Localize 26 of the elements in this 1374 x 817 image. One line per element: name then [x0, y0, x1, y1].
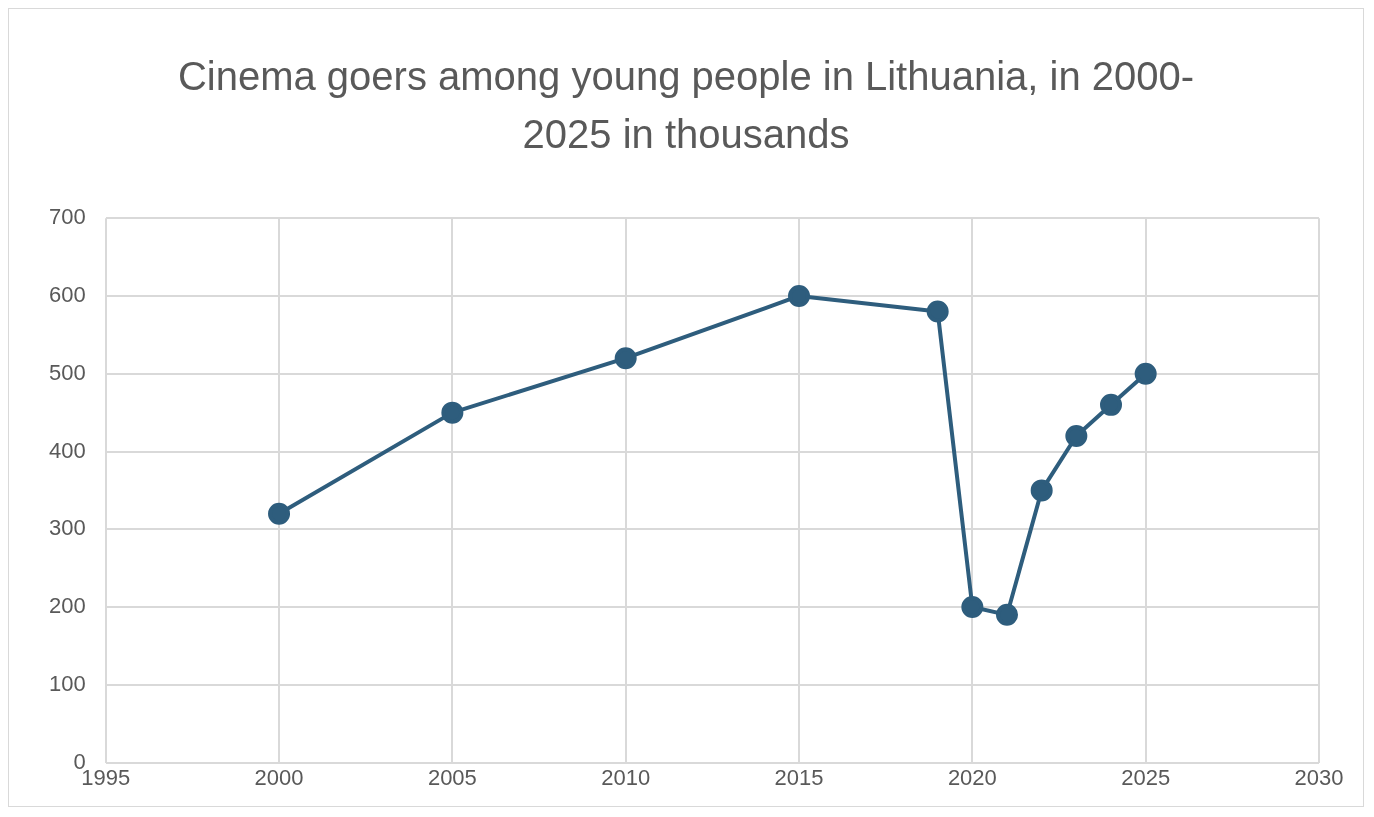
- x-tick-label: 2005: [427, 764, 477, 790]
- point: [788, 284, 811, 307]
- x-tick-label: 2025: [1121, 764, 1171, 790]
- y-tick-label: 300: [48, 515, 86, 541]
- point: [1030, 479, 1053, 502]
- y-tick-label: 200: [48, 593, 86, 619]
- y-tick-label: 600: [48, 282, 86, 308]
- x-tick-label: 2030: [1294, 764, 1344, 790]
- y-tick-label: 400: [48, 437, 86, 463]
- point: [996, 603, 1019, 626]
- point: [1134, 362, 1157, 385]
- y-tick-label: 100: [48, 670, 86, 696]
- point: [961, 596, 984, 619]
- chart-title: Cinema goers among young people in Lithuania, in 2000-2025 in thousands: [176, 53, 1196, 158]
- point: [268, 502, 291, 525]
- point: [1065, 424, 1088, 447]
- x-tick-label: 2020: [947, 764, 997, 790]
- point: [614, 347, 637, 370]
- point: [1100, 393, 1123, 416]
- x-tick-label: 2010: [601, 764, 651, 790]
- y-tick-label: 700: [48, 204, 86, 230]
- x-tick-label: 2000: [254, 764, 304, 790]
- x-tick-label: 2015: [774, 764, 824, 790]
- y-tick-label: 500: [48, 359, 86, 385]
- point: [441, 401, 464, 424]
- point: [926, 300, 949, 323]
